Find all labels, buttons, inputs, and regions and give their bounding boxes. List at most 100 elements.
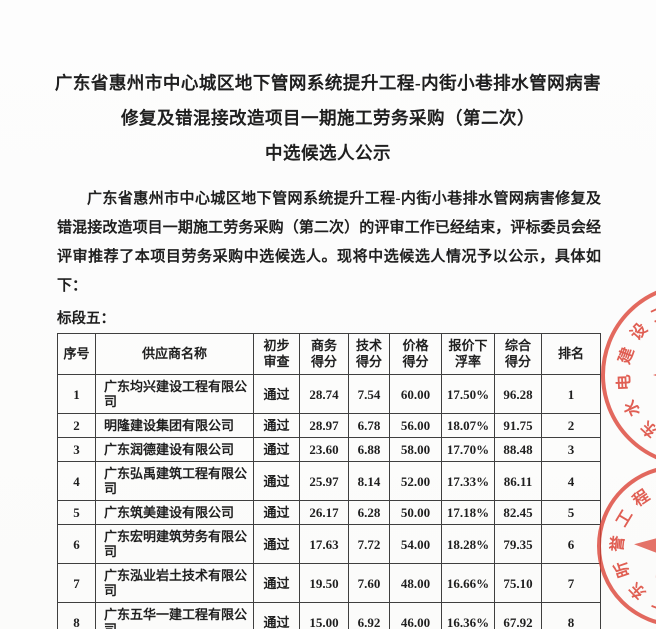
- score-cell: 88.48: [494, 437, 542, 462]
- score-cell: 6.92: [348, 602, 390, 629]
- score-cell: 通过: [253, 602, 300, 629]
- score-cell: 26.17: [299, 500, 349, 525]
- score-cell: 60.00: [389, 374, 442, 414]
- header-discount-rate: 报价下 浮率: [441, 333, 495, 375]
- score-cell: 通过: [253, 563, 300, 603]
- table-body: 1 广东均兴建设工程有限公司 通过 28.74 7.54 60.00 17.50% 96.28…: [57, 374, 601, 629]
- score-cell: 28.74: [299, 374, 349, 414]
- header-technical-score: 技术 得分: [348, 333, 390, 375]
- score-cell: 3: [57, 437, 96, 462]
- score-cell: 17.70%: [441, 437, 495, 462]
- supplier-name-cell: 广东泓业岩土技术有限公司: [95, 563, 254, 603]
- svg-text:广东昕誉工程项目: 广东昕誉工程项目: [607, 476, 656, 616]
- score-cell: 52.00: [389, 461, 442, 501]
- score-cell: 54.00: [389, 524, 442, 564]
- score-cell: 46.00: [389, 602, 442, 629]
- score-cell: 23.60: [299, 437, 349, 462]
- table-row: 1 广东均兴建设工程有限公司 通过 28.74 7.54 60.00 17.50% 96.28…: [57, 374, 601, 414]
- score-cell: 通过: [253, 374, 300, 414]
- document-title: 广东省惠州市中心城区地下管网系统提升工程-内街小巷排水管网病害 修复及错混接改造…: [26, 66, 630, 171]
- table-row: 7 广东泓业岩土技术有限公司 通过 19.50 7.60 48.00 16.66% 75.10…: [57, 563, 601, 603]
- seal-ring-text: 广东昕誉工程项目: [607, 476, 656, 616]
- score-cell: 6: [57, 524, 96, 564]
- section-label: 标段五：: [57, 311, 115, 327]
- supplier-name-cell: 广东弘禹建筑工程有限公司: [95, 461, 254, 501]
- score-cell: 7.60: [348, 563, 390, 603]
- supplier-name-cell: 广东五华一建工程有限公司: [95, 602, 254, 629]
- score-cell: 2: [541, 413, 601, 438]
- score-cell: 67.92: [494, 602, 542, 629]
- header-preliminary-review: 初步 审查: [253, 333, 300, 375]
- score-cell: 17.50%: [441, 374, 495, 414]
- score-cell: 18.28%: [441, 524, 495, 564]
- table-row: 8广东五华一建工程有限公司通过15.006.9246.0016.36%67.92…: [57, 602, 601, 629]
- score-cell: 2: [57, 413, 96, 438]
- star-icon: [653, 336, 656, 414]
- score-cell: 17.18%: [441, 500, 495, 525]
- score-cell: 8: [541, 602, 601, 629]
- score-table: 序号 供应商名称 初步 审查 商务 得分 技术 得分 价格 得分 报价下 浮率 …: [57, 333, 601, 629]
- table-header-row: 序号 供应商名称 初步 审查 商务 得分 技术 得分 价格 得分 报价下 浮率 …: [57, 333, 601, 375]
- score-cell: 17.63: [299, 524, 349, 564]
- score-cell: 50.00: [389, 500, 442, 525]
- table-row: 4 广东弘禹建筑工程有限公司 通过 25.97 8.14 52.00 17.33% 86.11…: [57, 461, 601, 501]
- table-row: 5 广东筑美建设有限公司 通过 26.17 6.28 50.00 17.18% 82.45 5: [57, 500, 601, 525]
- score-cell: 4: [541, 461, 601, 501]
- supplier-name-cell: 广东润德建设有限公司: [95, 437, 254, 462]
- score-cell: 7: [57, 563, 96, 603]
- score-cell: 通过: [253, 437, 300, 462]
- score-cell: 8.14: [348, 461, 390, 501]
- score-cell: 58.00: [389, 437, 442, 462]
- score-cell: 通过: [253, 500, 300, 525]
- score-cell: 8: [57, 602, 96, 629]
- seal-circle: [597, 468, 656, 624]
- score-cell: 6.88: [348, 437, 390, 462]
- header-total-score: 综合 得分: [494, 333, 542, 375]
- supplier-name-cell: 广东宏明建筑劳务有限公司: [95, 524, 254, 564]
- supplier-name-cell: 广东筑美建设有限公司: [95, 500, 254, 525]
- score-cell: 通过: [253, 413, 300, 438]
- score-cell: 7: [541, 563, 601, 603]
- score-cell: 28.97: [299, 413, 349, 438]
- score-cell: 18.07%: [441, 413, 495, 438]
- score-cell: 19.50: [299, 563, 349, 603]
- score-cell: 79.35: [494, 524, 542, 564]
- score-cell: 48.00: [389, 563, 442, 603]
- score-cell: 16.36%: [441, 602, 495, 629]
- score-cell: 17.33%: [441, 461, 495, 501]
- title-line-2: 修复及错混接改造项目一期施工劳务采购（第二次）: [121, 108, 535, 128]
- score-cell: 3: [541, 437, 601, 462]
- score-cell: 15.00: [299, 602, 349, 629]
- score-cell: 56.00: [389, 413, 442, 438]
- title-line-1: 广东省惠州市中心城区地下管网系统提升工程-内街小巷排水管网病害: [54, 73, 602, 93]
- score-cell: 5: [541, 500, 601, 525]
- announcement-paragraph: 广东省惠州市中心城区地下管网系统提升工程-内街小巷排水管网病害修复及错混接改造项…: [57, 191, 601, 294]
- score-cell: 4: [57, 461, 96, 501]
- score-cell: 96.28: [494, 374, 542, 414]
- company-seal-stamp-lower: 广东昕誉工程项目: [597, 468, 656, 624]
- score-cell: 通过: [253, 524, 300, 564]
- score-cell: 7.54: [348, 374, 390, 414]
- header-price-score: 价格 得分: [389, 333, 442, 375]
- score-cell: 91.75: [494, 413, 542, 438]
- star-icon: [634, 513, 656, 578]
- header-supplier-name: 供应商名称: [95, 333, 254, 375]
- score-cell: 86.11: [494, 461, 542, 501]
- score-cell: 6: [541, 524, 601, 564]
- score-cell: 6.28: [348, 500, 390, 525]
- score-cell: 1: [541, 374, 601, 414]
- supplier-name-cell: 广东均兴建设工程有限公司: [95, 374, 254, 414]
- score-cell: 通过: [253, 461, 300, 501]
- header-rank: 排名: [541, 333, 601, 375]
- score-cell: 25.97: [299, 461, 349, 501]
- score-cell: 7.72: [348, 524, 390, 564]
- table-row: 6 广东宏明建筑劳务有限公司 通过 17.63 7.72 54.00 18.28% 79.35…: [57, 524, 601, 564]
- header-seq: 序号: [57, 333, 96, 375]
- table-row: 2 明隆建设集团有限公司 通过 28.97 6.78 56.00 18.07% 91.75 2: [57, 413, 601, 438]
- score-cell: 1: [57, 374, 96, 414]
- score-cell: 16.66%: [441, 563, 495, 603]
- score-cell: 82.45: [494, 500, 542, 525]
- title-line-3: 中选候选人公示: [265, 143, 391, 163]
- score-cell: 6.78: [348, 413, 390, 438]
